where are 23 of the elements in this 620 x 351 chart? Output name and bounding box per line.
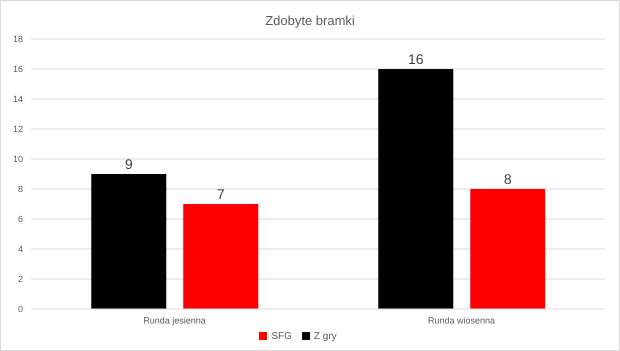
bar: [91, 174, 166, 309]
y-tick-label: 14: [12, 94, 23, 104]
data-label: 7: [216, 186, 225, 202]
y-tick-label: 2: [18, 274, 23, 284]
y-tick-label: 12: [12, 124, 23, 134]
bar: [378, 69, 454, 309]
y-tick-label: 18: [12, 34, 23, 44]
data-label: 9: [124, 156, 133, 172]
y-tick-label: 10: [12, 154, 23, 164]
data-label: 16: [408, 51, 424, 67]
y-tick-label: 8: [18, 184, 23, 194]
y-tick-label: 4: [18, 244, 23, 254]
bar: [183, 204, 258, 309]
y-tick-label: 0: [18, 304, 23, 314]
bar: [470, 189, 546, 309]
y-tick-label: 16: [12, 64, 23, 74]
y-tick-label: 6: [18, 214, 23, 224]
data-label: 8: [504, 171, 512, 187]
chart-title: Zdobyte bramki: [264, 13, 356, 28]
x-tick-label: Runda jesienna: [143, 315, 206, 326]
legend-label: SFG: [271, 331, 292, 342]
legend-label: Z gry: [314, 331, 337, 342]
x-tick-label: Runda wiosenna: [428, 315, 496, 326]
